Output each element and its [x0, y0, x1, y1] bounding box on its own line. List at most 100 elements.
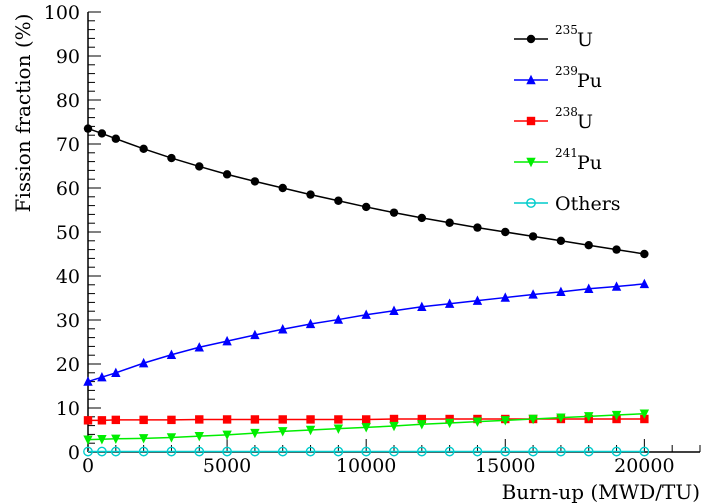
data-point	[361, 423, 371, 433]
data-point	[472, 417, 483, 427]
data-point	[139, 415, 148, 425]
legend-superscript: 235	[555, 23, 578, 37]
data-point	[250, 329, 260, 340]
legend-superscript: 239	[555, 64, 578, 78]
data-point	[111, 415, 121, 425]
data-point	[222, 170, 232, 179]
plot-frame	[87, 12, 700, 453]
y-tick-label: 80	[56, 90, 80, 112]
data-point	[97, 372, 107, 382]
legend-swatch-marker	[526, 74, 536, 85]
data-point	[194, 342, 204, 352]
x-tick-label: 10000	[336, 455, 396, 477]
series-line	[87, 412, 645, 441]
legend-superscript: 238	[555, 105, 578, 119]
x-tick-label: 0	[82, 455, 94, 477]
data-point	[334, 196, 343, 205]
data-point	[417, 213, 427, 223]
series-3	[83, 409, 650, 445]
data-point	[640, 414, 649, 424]
legend-label: Pu	[577, 70, 602, 92]
data-point	[278, 324, 288, 334]
data-point	[640, 249, 649, 259]
legend-label: Others	[555, 193, 621, 215]
data-point	[584, 412, 594, 422]
data-point	[361, 202, 371, 212]
data-point	[389, 446, 399, 457]
series-0	[83, 124, 649, 259]
x-axis-label: Burn-up (MWD/TU)	[502, 480, 700, 504]
data-point	[361, 415, 371, 424]
data-point	[97, 416, 107, 425]
y-axis: 0 10 20 30 40 50 60 70 80 90 100	[44, 2, 101, 464]
legend-label: U	[577, 111, 593, 133]
legend-label: Pu	[577, 152, 602, 174]
data-point	[83, 446, 93, 457]
data-point	[639, 446, 650, 457]
legend-swatch-marker	[526, 157, 536, 168]
data-point	[138, 434, 149, 444]
data-point	[250, 446, 260, 457]
data-point	[334, 415, 343, 424]
data-point	[138, 357, 149, 368]
data-point	[361, 309, 371, 319]
legend-swatch-marker	[526, 34, 536, 44]
series-line	[87, 127, 645, 255]
y-tick-label: 60	[56, 178, 80, 200]
data-point	[556, 446, 566, 457]
legend-superscript: 241	[555, 146, 578, 160]
legend-entry-0: 235 U	[514, 23, 593, 51]
y-tick-label: 30	[56, 310, 80, 332]
legend-entry-1: 239 Pu	[514, 64, 602, 92]
data-point	[501, 227, 510, 237]
data-point	[111, 134, 121, 143]
data-point	[389, 208, 399, 217]
y-tick-label: 70	[56, 134, 80, 156]
data-point	[612, 245, 621, 254]
data-point	[278, 183, 287, 193]
data-point	[416, 446, 427, 457]
data-point	[472, 295, 483, 305]
series-layer	[83, 124, 650, 457]
data-point	[444, 446, 455, 457]
data-point	[83, 124, 93, 133]
x-tick-label: 5000	[203, 455, 251, 477]
data-point	[500, 446, 511, 457]
data-point	[83, 416, 93, 425]
data-point	[639, 278, 650, 289]
data-point	[222, 415, 232, 424]
data-point	[305, 425, 316, 436]
y-tick-label: 0	[68, 442, 80, 464]
data-point	[584, 283, 594, 293]
data-point	[361, 446, 372, 457]
data-point	[556, 286, 566, 297]
data-point	[250, 177, 260, 186]
data-point	[528, 414, 538, 425]
data-point	[556, 413, 566, 423]
data-point	[195, 162, 204, 171]
data-point	[110, 446, 121, 457]
data-point	[138, 446, 149, 457]
data-point	[166, 349, 177, 359]
data-point	[97, 446, 107, 457]
data-point	[583, 446, 594, 457]
data-point	[278, 427, 288, 437]
data-point	[444, 298, 455, 308]
data-point	[584, 241, 593, 250]
data-point	[611, 446, 622, 457]
data-point	[167, 153, 176, 163]
x-axis: 0 5000 10000 15000 20000	[82, 439, 701, 477]
legend-entry-2: 238 U	[514, 105, 593, 133]
y-axis-label: Fission fraction (%)	[11, 14, 35, 213]
series-1	[83, 278, 650, 386]
data-point	[611, 410, 622, 421]
data-point	[473, 223, 482, 232]
legend-swatch-marker	[526, 198, 536, 208]
data-point	[305, 446, 316, 457]
data-point	[444, 418, 455, 429]
x-tick-label: 20000	[614, 455, 674, 477]
data-point	[306, 415, 315, 424]
data-point	[333, 314, 344, 324]
